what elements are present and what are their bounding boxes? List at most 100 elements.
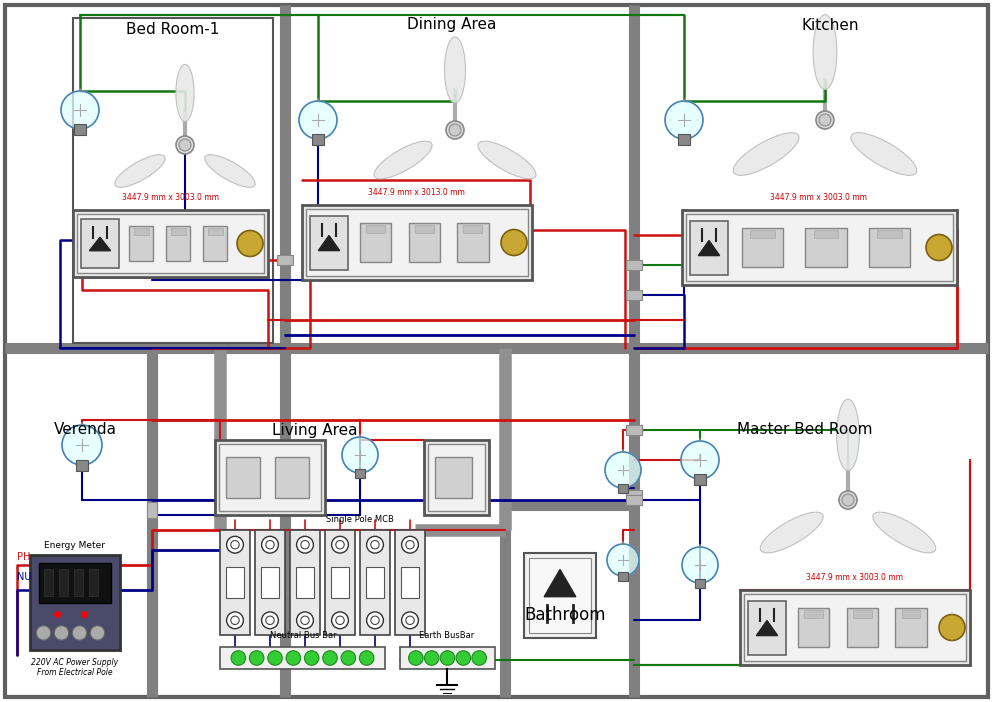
FancyBboxPatch shape [73,210,268,277]
Text: 3447.9 mm x 3013.0 mm: 3447.9 mm x 3013.0 mm [367,188,465,197]
FancyBboxPatch shape [129,226,154,261]
Text: Energy Meter: Energy Meter [45,541,105,550]
Text: 3447.9 mm x 3003.0 mm: 3447.9 mm x 3003.0 mm [770,193,867,202]
FancyBboxPatch shape [877,230,902,238]
FancyBboxPatch shape [306,209,528,276]
FancyBboxPatch shape [464,225,483,233]
Circle shape [446,121,464,139]
Text: Bed Room-1: Bed Room-1 [126,22,219,37]
Circle shape [342,437,378,473]
Circle shape [501,230,527,256]
FancyBboxPatch shape [529,557,591,633]
FancyBboxPatch shape [59,569,68,596]
FancyBboxPatch shape [626,290,642,300]
FancyBboxPatch shape [400,647,495,669]
FancyBboxPatch shape [619,572,628,581]
FancyBboxPatch shape [325,530,355,635]
Circle shape [370,541,379,549]
FancyBboxPatch shape [302,205,532,280]
FancyBboxPatch shape [694,578,705,588]
Text: Neutral Bus Bar: Neutral Bus Bar [270,631,337,640]
FancyBboxPatch shape [275,456,309,498]
FancyBboxPatch shape [682,210,957,285]
FancyBboxPatch shape [89,569,98,596]
FancyBboxPatch shape [44,569,53,596]
Text: 220V AC Power Supply
From Electrical Pole: 220V AC Power Supply From Electrical Pol… [32,658,118,677]
Circle shape [681,441,719,479]
Circle shape [61,91,99,129]
FancyBboxPatch shape [313,134,324,145]
FancyBboxPatch shape [805,228,847,267]
Circle shape [607,544,639,576]
Circle shape [370,616,379,625]
FancyBboxPatch shape [750,230,775,238]
FancyBboxPatch shape [220,530,250,635]
Text: Verenda: Verenda [54,423,116,437]
Circle shape [297,536,314,553]
Circle shape [440,651,455,665]
Circle shape [249,651,264,665]
FancyBboxPatch shape [76,460,88,471]
FancyBboxPatch shape [797,608,829,647]
FancyBboxPatch shape [524,552,596,637]
Circle shape [176,136,194,154]
Circle shape [332,536,349,553]
Circle shape [299,101,337,139]
FancyBboxPatch shape [30,555,120,650]
FancyBboxPatch shape [331,567,349,598]
FancyBboxPatch shape [220,647,385,669]
FancyBboxPatch shape [215,440,325,515]
Circle shape [286,651,301,665]
Text: 3447.9 mm x 3003.0 mm: 3447.9 mm x 3003.0 mm [121,193,218,202]
Circle shape [231,651,245,665]
Circle shape [301,541,309,549]
Circle shape [449,124,461,136]
FancyBboxPatch shape [457,223,489,262]
FancyBboxPatch shape [401,567,419,598]
Circle shape [926,234,952,260]
FancyBboxPatch shape [290,530,320,635]
FancyBboxPatch shape [626,425,642,435]
Text: Bathroom: Bathroom [524,606,606,624]
FancyBboxPatch shape [5,5,988,697]
Text: Master Bed Room: Master Bed Room [737,423,873,437]
Circle shape [90,625,104,640]
Circle shape [237,230,263,256]
FancyBboxPatch shape [167,226,191,261]
FancyBboxPatch shape [219,444,321,511]
Circle shape [336,541,345,549]
Text: 3447.9 mm x 3003.0 mm: 3447.9 mm x 3003.0 mm [805,573,903,582]
FancyBboxPatch shape [678,134,690,145]
Circle shape [842,494,854,506]
FancyBboxPatch shape [869,228,911,267]
Circle shape [682,547,718,583]
FancyBboxPatch shape [360,530,390,635]
FancyBboxPatch shape [81,220,119,267]
FancyBboxPatch shape [895,608,926,647]
FancyBboxPatch shape [428,444,485,511]
Ellipse shape [205,154,255,187]
Circle shape [305,651,319,665]
Circle shape [816,111,834,129]
Text: PH: PH [17,552,31,562]
Ellipse shape [176,65,194,121]
FancyBboxPatch shape [359,223,391,262]
FancyBboxPatch shape [694,475,706,484]
FancyBboxPatch shape [209,228,222,234]
Ellipse shape [445,37,466,103]
FancyBboxPatch shape [415,225,434,233]
Circle shape [472,651,487,665]
Circle shape [266,541,274,549]
Circle shape [332,612,349,629]
FancyBboxPatch shape [686,214,953,281]
Text: Earth BusBar: Earth BusBar [419,631,475,640]
Circle shape [406,541,414,549]
Circle shape [408,651,423,665]
FancyBboxPatch shape [296,567,314,598]
FancyBboxPatch shape [204,226,227,261]
Circle shape [261,612,278,629]
Circle shape [37,625,51,640]
Circle shape [665,101,703,139]
FancyBboxPatch shape [366,225,385,233]
Circle shape [401,536,418,553]
